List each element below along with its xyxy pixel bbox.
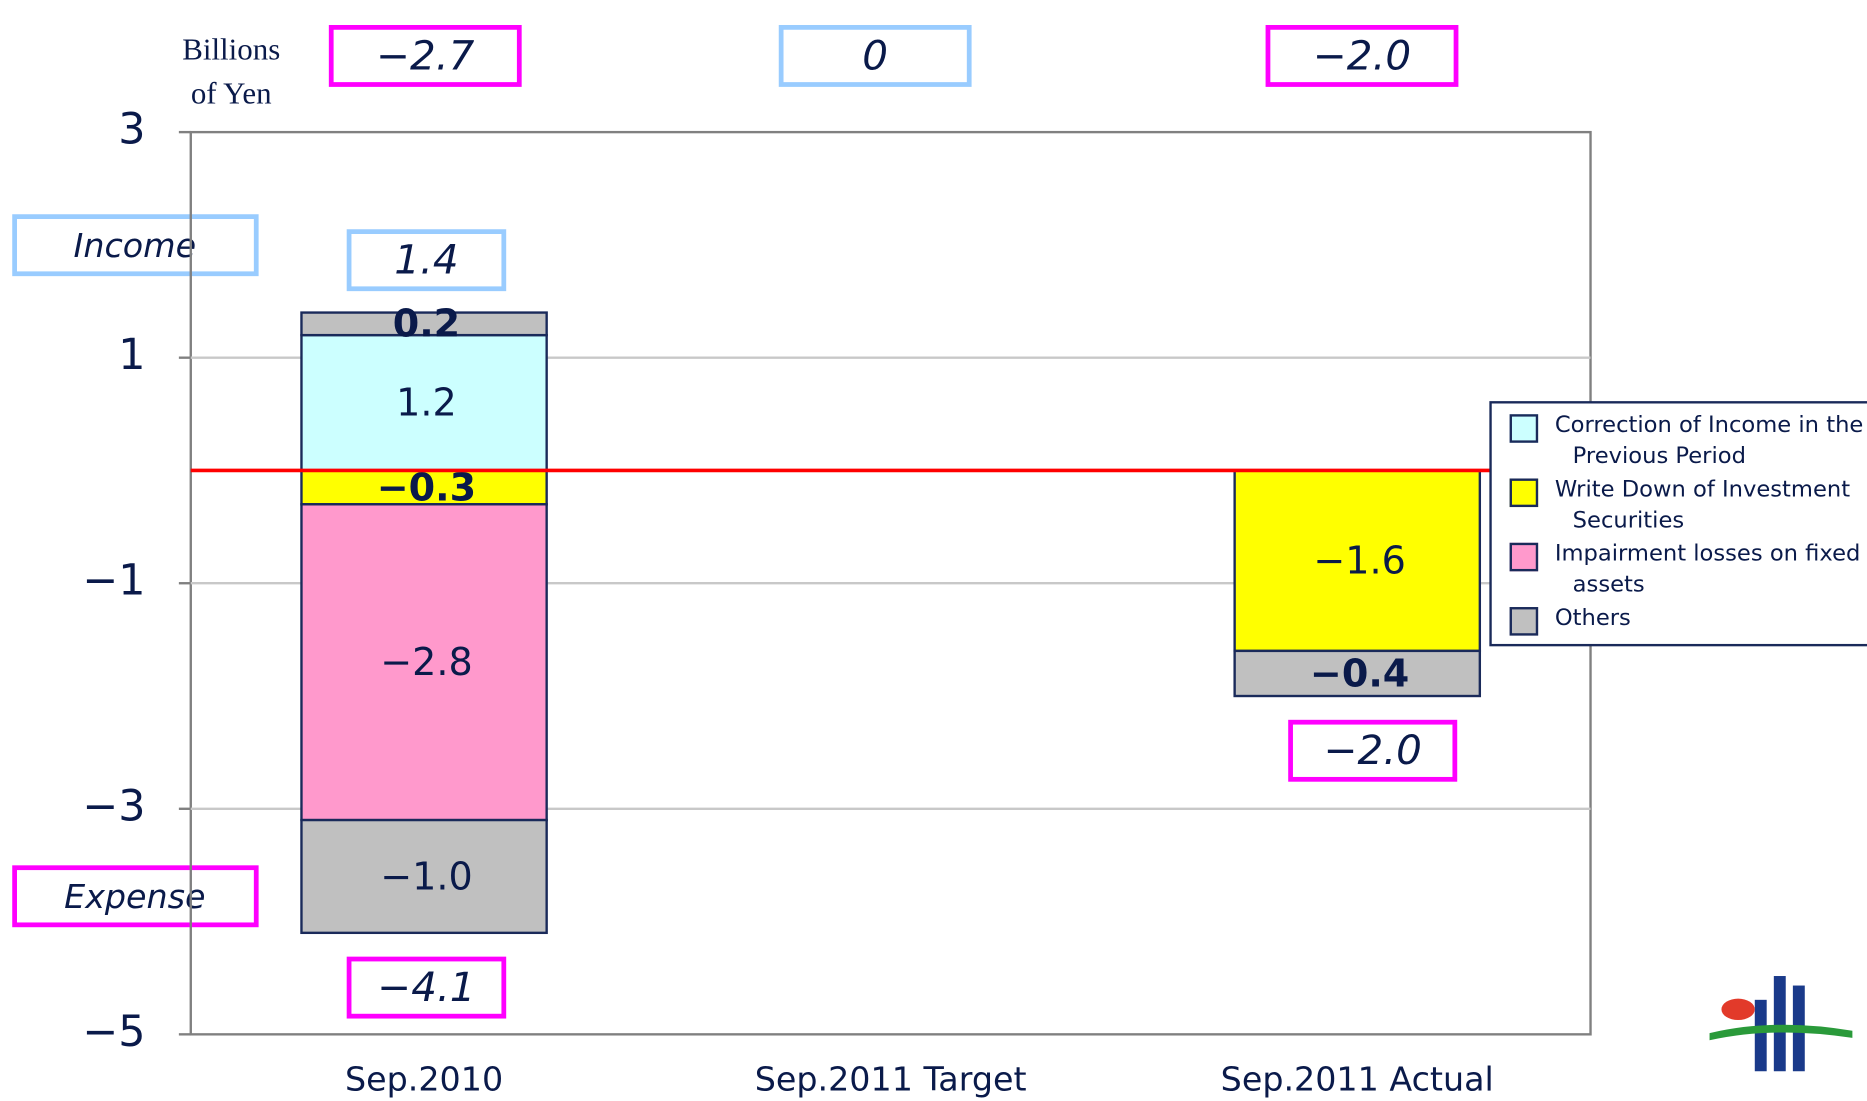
x-tick-label: Sep.2011 Target [755, 1059, 1027, 1098]
expense-total-label: −4.1 [377, 963, 475, 1011]
data-label: −1.0 [380, 854, 472, 898]
bar-segment [300, 311, 548, 337]
legend-item: Write Down of Investment Securities [1502, 474, 1866, 536]
legend-frame [1489, 401, 1867, 647]
data-label: 0.2 [393, 302, 460, 346]
y-tick-label: −1 [82, 556, 145, 606]
total-label: −2.0 [1313, 31, 1411, 79]
data-label: −2.8 [380, 640, 472, 684]
total-box [328, 24, 522, 87]
bar-segment [300, 818, 548, 935]
y-tick-label: −5 [82, 1007, 145, 1057]
y-tick-label: 3 [118, 105, 145, 155]
expense-label: Expense [64, 877, 205, 916]
legend-swatch [1509, 542, 1539, 572]
expense-total-label: −2.0 [1324, 726, 1422, 774]
income-total-box [346, 229, 507, 292]
data-label: −0.4 [1310, 651, 1409, 695]
bar-segment [300, 333, 548, 472]
income-box [12, 214, 259, 277]
logo [1709, 976, 1853, 1072]
y-tick-label: 1 [118, 330, 145, 380]
unit-label: of Yen [191, 76, 272, 111]
expense-box [12, 865, 259, 928]
x-tick-label: Sep.2010 [345, 1059, 503, 1098]
unit-label: Billions [182, 31, 280, 66]
legend-swatch [1509, 478, 1539, 508]
legend-item: Impairment losses on fixed assets [1502, 538, 1866, 600]
data-label: −1.6 [1313, 539, 1405, 583]
legend-label: Impairment losses on fixed assets [1554, 540, 1861, 598]
expense-total-box [346, 956, 507, 1019]
expense-total-box [1288, 719, 1458, 782]
x-tick-label: Sep.2011 Actual [1221, 1059, 1494, 1098]
total-label: 0 [862, 31, 888, 79]
data-label: 1.2 [396, 381, 457, 425]
bar-segment [300, 469, 548, 506]
legend-item: Others [1502, 602, 1866, 636]
legend-list: Correction of Income in the Previous Per… [1502, 409, 1866, 636]
y-tick-label: −3 [82, 781, 145, 831]
legend-swatch [1509, 414, 1539, 443]
legend-item: Correction of Income in the Previous Per… [1502, 409, 1866, 471]
total-box [1265, 24, 1459, 87]
legend-label: Write Down of Investment Securities [1554, 476, 1851, 534]
total-label: −2.7 [376, 31, 474, 79]
income-label: Income [74, 226, 197, 265]
income-total-label: 1.4 [394, 236, 458, 284]
total-box [778, 24, 972, 87]
legend-swatch [1509, 607, 1539, 636]
legend-label: Others [1554, 604, 1631, 631]
bar-segment [1233, 649, 1482, 698]
bar-segment [300, 503, 548, 822]
legend-label: Correction of Income in the Previous Per… [1554, 411, 1864, 469]
legend: Correction of Income in the Previous Per… [1502, 409, 1866, 636]
data-label: −0.3 [377, 465, 476, 509]
